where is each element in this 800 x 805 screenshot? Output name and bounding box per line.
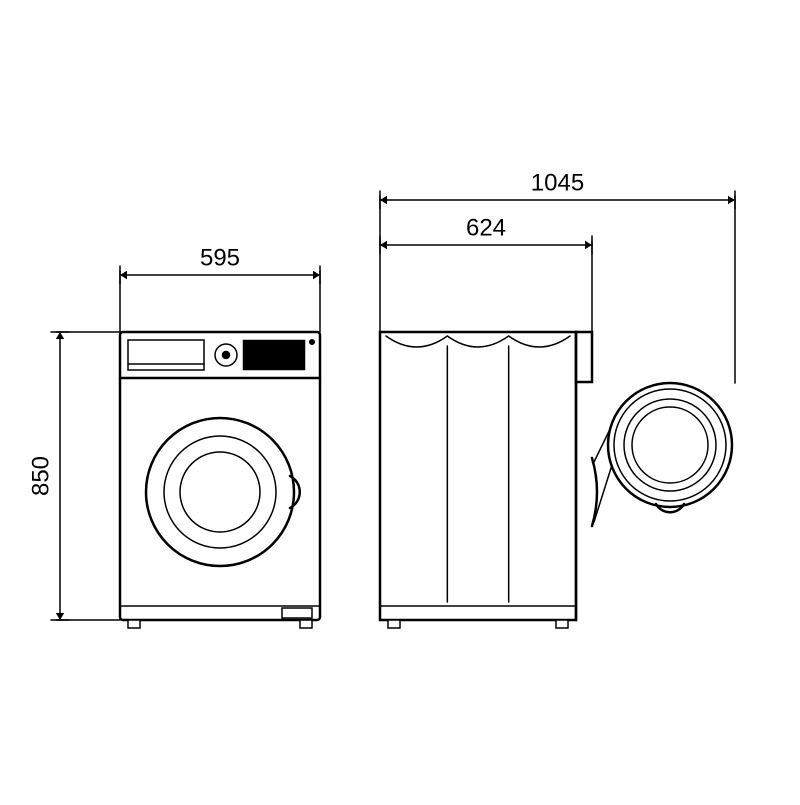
dim-label-height: 850 (27, 456, 54, 496)
front-view (120, 332, 320, 628)
dim-label-595: 595 (200, 244, 240, 271)
dim-label-624: 624 (466, 214, 506, 241)
open-door (608, 383, 732, 512)
dimension-drawing: 850 595 624 1045 (0, 0, 800, 800)
dim-label-1045: 1045 (531, 169, 584, 196)
side-view (380, 332, 612, 628)
